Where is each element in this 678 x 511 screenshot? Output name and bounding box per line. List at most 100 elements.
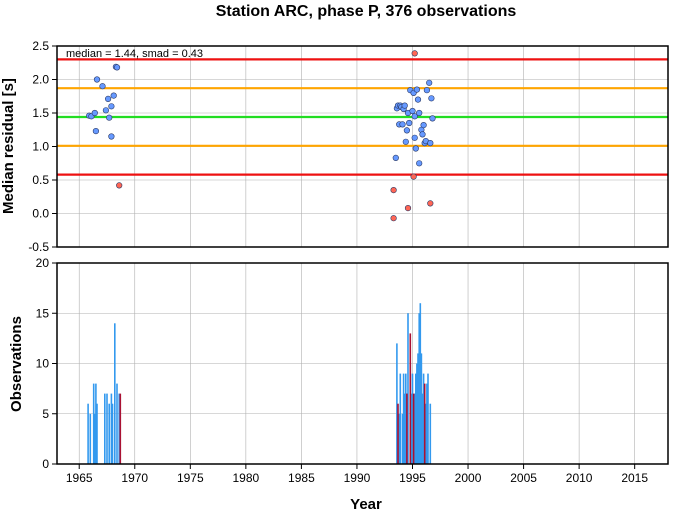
- x-tick-label: 2015: [621, 471, 648, 485]
- observations-bars: [87, 303, 432, 465]
- x-tick-label: 1975: [177, 471, 204, 485]
- observation-bar: [118, 393, 120, 464]
- observations-y-tick-label: 5: [42, 407, 49, 421]
- residual-point: [403, 127, 411, 134]
- observations-y-ticks: 0 5 10 15 20: [36, 256, 57, 471]
- residual-point: [420, 121, 427, 129]
- residual-point: [392, 154, 399, 161]
- observation-bar: [403, 393, 406, 464]
- x-axis-label: Year: [350, 496, 382, 511]
- observation-bar: [396, 343, 398, 464]
- observation-bar: [96, 403, 98, 464]
- observation-bar: [95, 383, 97, 464]
- residual-y-tick-label: 1.5: [32, 106, 49, 120]
- residual-point: [411, 113, 418, 120]
- observation-bar: [412, 393, 415, 464]
- observation-bar: [92, 383, 95, 464]
- residual-point: [110, 92, 117, 99]
- observation-bar: [111, 403, 114, 464]
- chart-title: Station ARC, phase P, 376 observations: [216, 3, 517, 20]
- residual-point: [423, 87, 431, 94]
- observation-bar: [114, 323, 116, 464]
- observations-plot-frame: [56, 262, 669, 465]
- observation-bar: [419, 303, 422, 464]
- residual-point: [102, 107, 109, 114]
- observation-bar: [425, 403, 427, 464]
- residual-y-tick-label: 2.0: [32, 73, 49, 87]
- observation-bar: [110, 393, 113, 464]
- x-tick-label: 2000: [455, 471, 482, 485]
- residual-point: [399, 121, 406, 128]
- residual-point: [406, 119, 413, 127]
- observation-bar: [422, 373, 425, 464]
- residual-point: [429, 115, 436, 122]
- x-tick-label: 1990: [344, 471, 371, 485]
- observation-bar: [417, 353, 419, 464]
- residual-point: [106, 114, 113, 121]
- observation-bar: [399, 373, 402, 464]
- residual-panel: -0.5 0.0 0.5 1.0 1.5 2.0 2.5 median = 1.44, sm…: [0, 39, 669, 254]
- residual-point: [409, 107, 416, 115]
- observation-bar: [401, 413, 404, 465]
- residual-point: [412, 145, 419, 152]
- x-tick-label: 1970: [121, 471, 148, 485]
- residual-point: [390, 215, 397, 222]
- x-tick-label: 1980: [233, 471, 260, 485]
- observation-bar: [89, 413, 92, 465]
- residual-point: [92, 128, 99, 135]
- observation-bar: [406, 393, 408, 464]
- x-tick-label: 1985: [288, 471, 315, 485]
- observation-bar: [119, 393, 122, 464]
- observation-bar: [407, 313, 409, 465]
- residual-point: [427, 200, 434, 207]
- observation-bar: [94, 413, 96, 465]
- observations-y-tick-label: 15: [36, 306, 50, 320]
- residual-point: [108, 103, 115, 110]
- observation-bar: [106, 393, 108, 464]
- x-tick-label: 1965: [66, 471, 93, 485]
- residual-point: [91, 109, 98, 117]
- observation-bar: [420, 353, 423, 464]
- residual-point: [116, 182, 123, 189]
- residual-y-tick-label: 1.0: [32, 140, 49, 154]
- residual-point: [413, 86, 421, 93]
- residual-reference-lines: [57, 58, 668, 176]
- residual-point: [419, 131, 426, 138]
- observation-bar: [418, 313, 420, 465]
- residual-y-tick-label: 0.5: [32, 173, 49, 187]
- observation-bar: [410, 393, 413, 464]
- observation-bar: [411, 373, 414, 464]
- residual-point: [104, 95, 112, 102]
- x-tick-label: 2010: [566, 471, 593, 485]
- observation-bar: [426, 383, 428, 464]
- median-smad-annotation: median = 1.44, smad = 0.43: [66, 48, 203, 60]
- residual-point: [427, 140, 434, 147]
- residual-point: [99, 83, 106, 90]
- year-x-ticks: 1965 1970 1975 1980 1985 1990 1995 2000 2005 2010…: [66, 464, 648, 485]
- observation-bar: [104, 393, 106, 464]
- observation-bar: [402, 373, 405, 464]
- residual-point: [401, 102, 408, 109]
- observation-bar: [116, 383, 118, 464]
- x-tick-label: 2005: [510, 471, 537, 485]
- residual-point: [414, 96, 422, 103]
- residual-point: [113, 64, 121, 71]
- residual-y-tick-label: -0.5: [28, 240, 49, 254]
- residual-point: [428, 95, 435, 102]
- observation-bar: [87, 403, 89, 464]
- observation-bar: [421, 393, 424, 464]
- x-tick-label: 1995: [399, 471, 426, 485]
- residual-point: [416, 160, 423, 167]
- observation-bar: [413, 393, 416, 464]
- residual-point: [402, 138, 409, 145]
- residual-point: [404, 205, 412, 212]
- residual-points: [86, 50, 436, 222]
- observations-y-tick-label: 0: [42, 457, 49, 471]
- residual-point: [426, 79, 433, 86]
- observation-bar: [397, 403, 399, 464]
- observation-bar: [108, 403, 110, 464]
- observation-bar: [409, 333, 412, 464]
- observations-panel: 0 5 10 15 20 1965 1970 1975 1980 1985 1990 1995 200…: [8, 256, 669, 511]
- observation-bar: [427, 373, 429, 464]
